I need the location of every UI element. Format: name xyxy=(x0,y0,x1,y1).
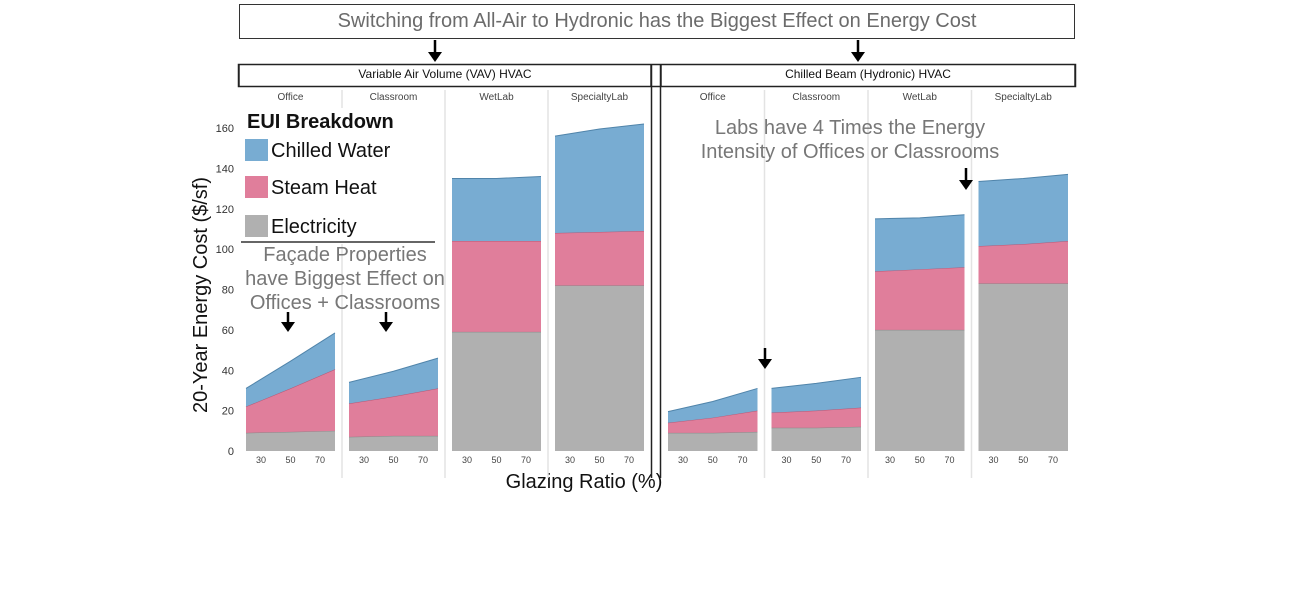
annotation-labs-line1: Labs have 4 Times the Energy xyxy=(714,117,986,139)
annotation-labs: Labs have 4 Times the Energy Intensity o… xyxy=(665,116,1035,164)
y-tick-label: 160 xyxy=(216,123,234,135)
x-tick-label: 30 xyxy=(462,455,472,465)
area-chilled-water-edge xyxy=(978,173,1069,182)
area-chilled-water-edge xyxy=(245,332,336,389)
area-steam-heat xyxy=(771,407,861,428)
annotation-facade-line1: Façade Properties xyxy=(263,244,427,266)
facet-label-wetlab: WetLab xyxy=(479,92,514,103)
x-tick-label: 70 xyxy=(737,455,747,465)
facet-label-office: Office xyxy=(700,92,726,103)
legend-label-steam-heat: Steam Heat xyxy=(271,177,377,199)
x-tick-label: 50 xyxy=(285,455,295,465)
facet-label-office: Office xyxy=(278,92,304,103)
x-tick-label: 30 xyxy=(781,455,791,465)
arrow-title-vav-head xyxy=(428,52,442,62)
area-electricity xyxy=(771,426,861,451)
arrow-office-hydronic-head xyxy=(758,359,772,369)
x-tick-label: 30 xyxy=(885,455,895,465)
arrow-office-vav-head xyxy=(281,322,295,332)
area-electricity xyxy=(875,329,965,451)
panel-label-hydronic: Chilled Beam (Hydronic) HVAC xyxy=(785,67,951,81)
x-tick-label: 50 xyxy=(1018,455,1028,465)
legend-label-electricity: Electricity xyxy=(271,216,357,238)
y-tick-label: 120 xyxy=(216,204,234,216)
x-tick-label: 70 xyxy=(521,455,531,465)
x-tick-label: 50 xyxy=(811,455,821,465)
arrow-labs-hydronic-head xyxy=(959,180,973,190)
x-tick-label: 70 xyxy=(1048,455,1058,465)
arrow-classroom-vav-head xyxy=(379,322,393,332)
area-steam-heat xyxy=(555,230,644,286)
x-tick-label: 50 xyxy=(915,455,925,465)
legend-title: EUI Breakdown xyxy=(247,111,394,133)
area-steam-heat xyxy=(978,241,1068,284)
y-tick-label: 40 xyxy=(222,365,234,377)
y-tick-label: 20 xyxy=(222,406,234,418)
area-chilled-water xyxy=(668,388,758,423)
annotation-facade-line3: Offices + Classrooms xyxy=(249,292,441,314)
area-electricity xyxy=(668,431,758,451)
area-steam-heat xyxy=(246,369,335,433)
facet-label-classroom: Classroom xyxy=(792,92,840,103)
area-chilled-water-edge xyxy=(874,214,965,220)
arrow-title-hydronic-head xyxy=(851,52,865,62)
y-tick-label: 80 xyxy=(222,285,234,297)
y-tick-label: 100 xyxy=(216,244,234,256)
facet-label-wetlab: WetLab xyxy=(903,92,938,103)
area-chilled-water-edge xyxy=(348,357,439,383)
x-tick-label: 30 xyxy=(359,455,369,465)
y-tick-label: 0 xyxy=(228,446,234,458)
annotation-labs-line2: Intensity of Offices or Classrooms xyxy=(700,141,1000,163)
legend-swatch-electricity xyxy=(245,215,268,237)
area-electricity xyxy=(978,283,1068,451)
x-tick-label: 70 xyxy=(418,455,428,465)
area-steam-heat xyxy=(875,267,965,330)
annotation-facade-line2: have Biggest Effect on xyxy=(245,268,445,290)
x-tick-label: 50 xyxy=(708,455,718,465)
area-chilled-water xyxy=(875,214,965,272)
area-chilled-water xyxy=(555,123,644,233)
x-tick-label: 70 xyxy=(841,455,851,465)
facet-label-classroom: Classroom xyxy=(370,92,418,103)
area-chilled-water xyxy=(771,377,861,413)
x-tick-label: 30 xyxy=(678,455,688,465)
legend-background xyxy=(241,108,437,244)
legend-label-chilled-water: Chilled Water xyxy=(271,140,391,162)
x-tick-label: 70 xyxy=(624,455,634,465)
x-tick-label: 70 xyxy=(944,455,954,465)
y-tick-label: 140 xyxy=(216,163,234,175)
area-electricity xyxy=(349,435,438,451)
area-chilled-water-edge xyxy=(667,387,758,413)
x-tick-label: 50 xyxy=(594,455,604,465)
chart-title: Switching from All-Air to Hydronic has t… xyxy=(239,4,1075,39)
area-chilled-water xyxy=(349,358,438,404)
x-tick-label: 50 xyxy=(388,455,398,465)
annotation-facade: Façade Properties have Biggest Effect on… xyxy=(240,243,450,315)
facet-label-specialtylab: SpecialtyLab xyxy=(995,92,1053,103)
area-steam-heat xyxy=(668,410,758,433)
area-chilled-water-edge xyxy=(554,123,645,137)
x-tick-label: 70 xyxy=(315,455,325,465)
x-tick-label: 30 xyxy=(988,455,998,465)
area-steam-heat xyxy=(452,241,541,332)
x-tick-label: 30 xyxy=(256,455,266,465)
x-axis-title: Glazing Ratio (%) xyxy=(506,471,663,493)
area-chilled-water xyxy=(452,176,541,242)
panel-label-vav: Variable Air Volume (VAV) HVAC xyxy=(358,67,532,81)
x-tick-label: 50 xyxy=(491,455,501,465)
area-chilled-water-edge xyxy=(771,376,862,389)
area-electricity xyxy=(452,331,541,451)
area-electricity xyxy=(246,430,335,451)
area-chilled-water-edge xyxy=(452,175,542,179)
legend-swatch-chilled-water xyxy=(245,139,268,161)
legend-swatch-steam-heat xyxy=(245,176,268,198)
y-tick-label: 60 xyxy=(222,325,234,337)
area-chilled-water xyxy=(246,332,335,407)
y-axis-title: 20-Year Energy Cost ($/sf) xyxy=(190,177,212,413)
facet-label-specialtylab: SpecialtyLab xyxy=(571,92,629,103)
area-chilled-water xyxy=(978,174,1068,247)
x-tick-label: 30 xyxy=(565,455,575,465)
area-electricity xyxy=(555,285,644,451)
